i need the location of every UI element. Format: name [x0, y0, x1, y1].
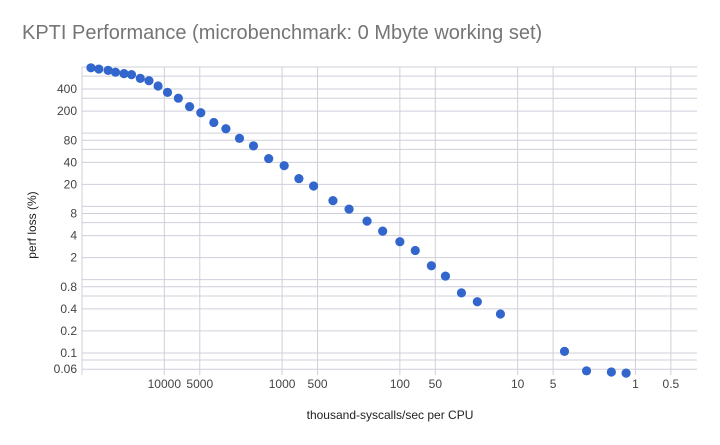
y-tick-label: 0.8	[60, 280, 77, 294]
horizontal-gridlines	[82, 66, 697, 370]
data-point	[173, 93, 183, 103]
y-tick-label: 4	[70, 229, 77, 243]
x-tick-label: 50	[429, 377, 443, 391]
data-point	[328, 196, 338, 206]
x-tick-label: 5000	[186, 377, 213, 391]
y-tick-label: 0.06	[54, 362, 78, 376]
y-tick-label: 2	[70, 251, 77, 265]
y-tick-label: 200	[57, 104, 77, 118]
data-point	[621, 368, 631, 378]
y-axis-title: perf loss (%)	[25, 191, 39, 258]
y-tick-label: 400	[57, 82, 77, 96]
y-axis-tick-labels: 400 200 80 40 20 8 4 2 0.8 0.4 0.2 0.1 0.06	[54, 82, 78, 376]
data-point	[248, 141, 259, 151]
data-point	[559, 346, 570, 356]
data-point	[94, 64, 104, 74]
y-tick-label: 80	[64, 133, 78, 147]
data-point	[135, 73, 145, 83]
x-tick-label: 1000	[269, 377, 296, 391]
x-axis-title: thousand-syscalls/sec per CPU	[307, 408, 474, 422]
x-tick-label: 500	[308, 377, 328, 391]
data-points	[86, 63, 631, 378]
y-tick-label: 0.4	[60, 302, 77, 316]
data-point	[410, 245, 420, 256]
x-tick-label: 0.5	[663, 377, 680, 391]
data-point	[196, 108, 206, 118]
data-point	[103, 65, 113, 75]
x-tick-label: 10	[511, 377, 525, 391]
y-tick-label: 40	[64, 155, 78, 169]
data-point	[234, 133, 245, 143]
data-point	[495, 309, 506, 319]
data-point	[153, 81, 163, 91]
x-tick-label: 10000	[148, 377, 182, 391]
y-tick-label: 0.1	[60, 346, 77, 360]
data-point	[264, 153, 274, 164]
data-point	[279, 161, 289, 171]
data-point	[185, 102, 195, 112]
data-point	[440, 271, 451, 281]
x-tick-label: 1	[632, 377, 639, 391]
data-point	[344, 204, 354, 214]
x-axis-tick-labels: 10000 5000 1000 500 100 50 10 5 1 0.5	[148, 377, 680, 391]
chart-title: KPTI Performance (microbenchmark: 0 Mbyt…	[22, 22, 543, 44]
data-point	[294, 173, 304, 184]
data-point	[395, 237, 405, 247]
data-point	[426, 261, 436, 271]
data-point	[309, 181, 319, 191]
data-point	[606, 367, 616, 377]
data-point	[126, 70, 137, 80]
data-point	[110, 67, 121, 77]
data-point	[378, 226, 388, 236]
data-point	[162, 87, 173, 98]
data-point	[144, 76, 154, 86]
data-point	[221, 124, 231, 134]
data-point	[362, 216, 372, 226]
y-tick-label: 20	[64, 177, 78, 191]
data-point	[119, 69, 129, 79]
data-point	[86, 63, 96, 73]
y-tick-label: 8	[70, 207, 77, 221]
y-tick-label: 0.2	[60, 324, 77, 338]
data-point	[581, 366, 592, 376]
data-point	[456, 288, 467, 298]
vertical-gridlines	[81, 67, 672, 375]
x-tick-label: 5	[550, 377, 557, 391]
x-tick-label: 100	[390, 377, 410, 391]
data-point	[472, 297, 482, 307]
data-point	[209, 117, 219, 128]
